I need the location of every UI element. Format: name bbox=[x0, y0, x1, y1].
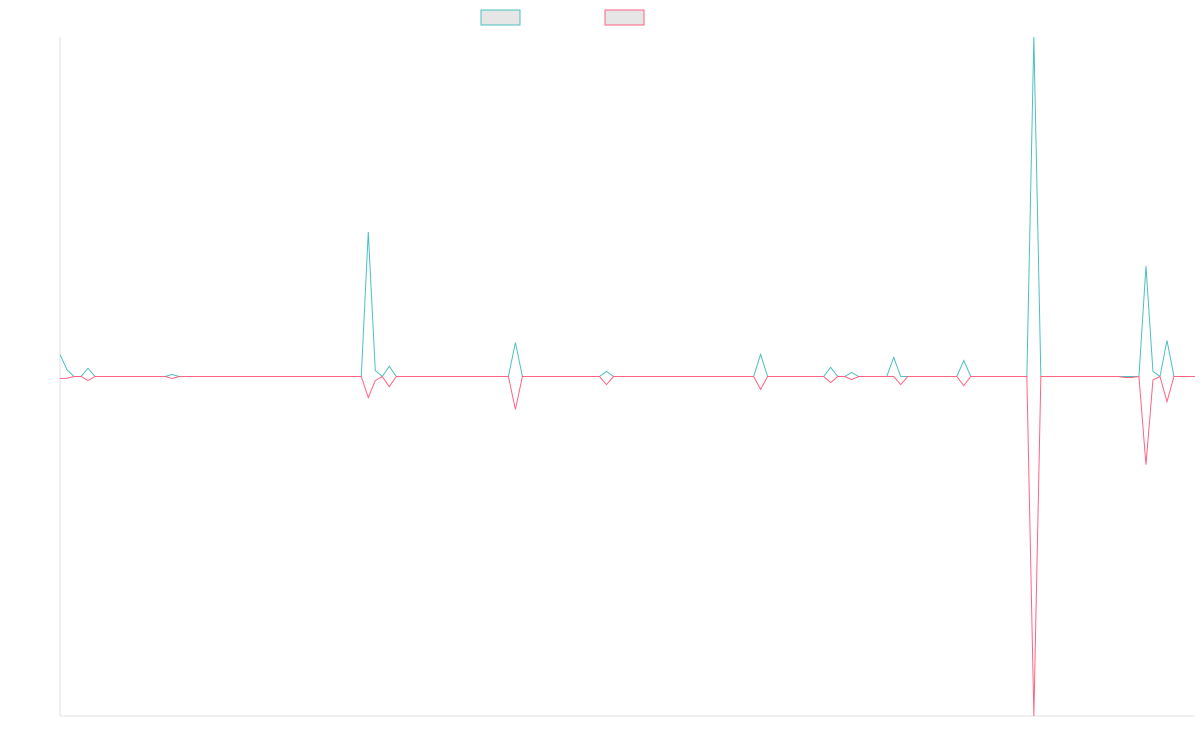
legend-swatch bbox=[480, 9, 521, 26]
legend-swatch bbox=[604, 9, 645, 26]
series-line bbox=[59, 375, 1195, 717]
series-line bbox=[59, 36, 1195, 378]
